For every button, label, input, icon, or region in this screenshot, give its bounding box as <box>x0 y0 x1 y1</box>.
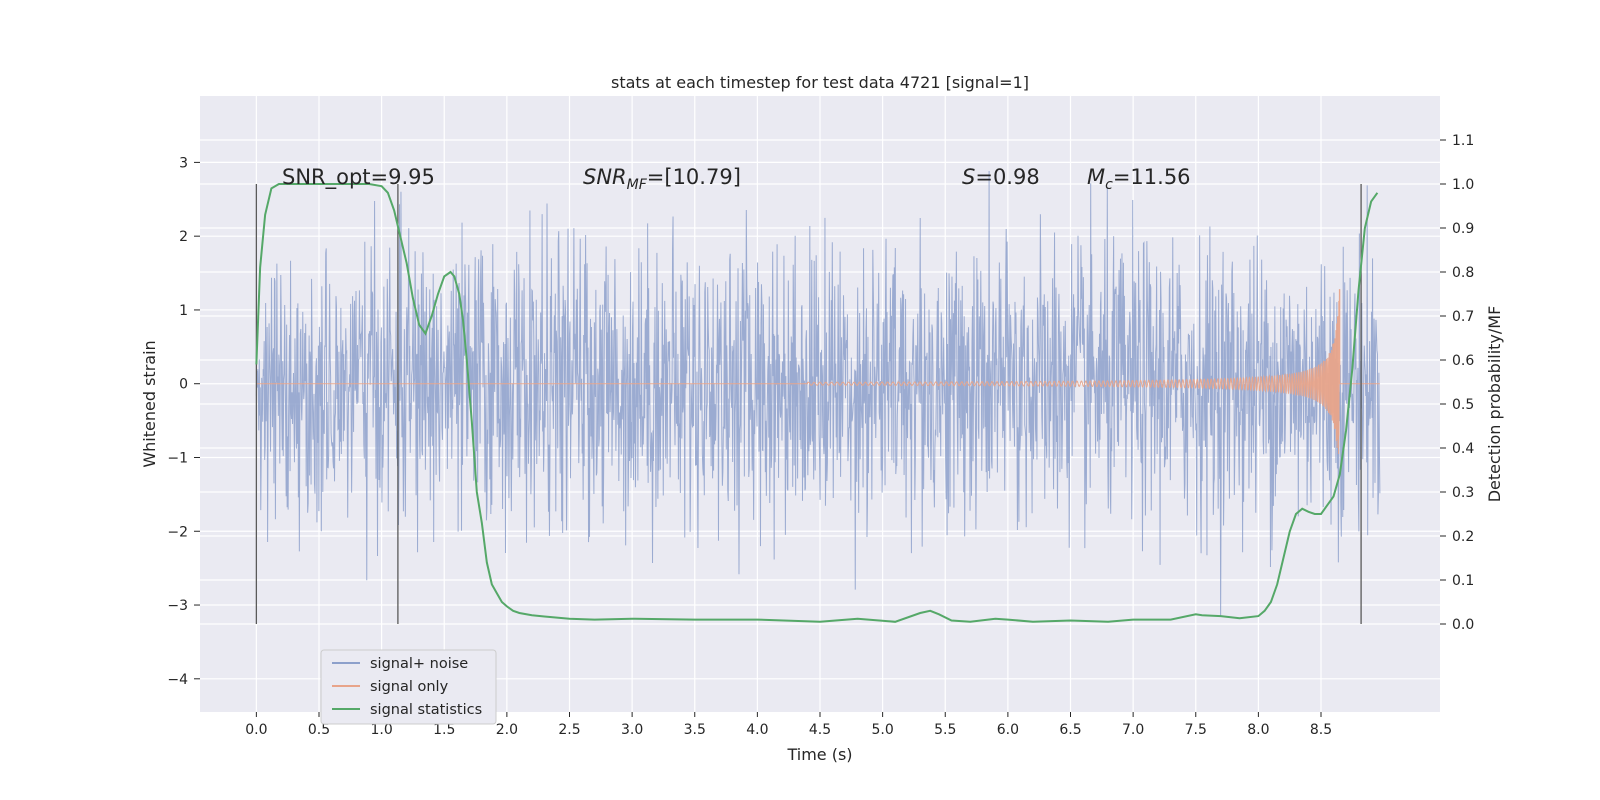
y-right-tick-label: 1.0 <box>1452 177 1474 193</box>
x-tick-label: 1.5 <box>433 722 455 738</box>
y-right-tick-label: 0.5 <box>1452 397 1474 413</box>
x-tick-label: 4.5 <box>809 722 831 738</box>
y-right-tick-label: 0.0 <box>1452 617 1474 633</box>
x-axis-label: Time (s) <box>786 745 852 764</box>
x-tick-label: 2.5 <box>558 722 580 738</box>
signal-noise-line <box>255 171 1381 617</box>
legend: signal+ noise signal only signal statist… <box>320 649 497 725</box>
x-tick-label: 6.0 <box>997 722 1019 738</box>
legend-box <box>320 649 497 725</box>
mc-value: =11.56 <box>1113 165 1191 189</box>
x-tick-label: 8.5 <box>1310 722 1332 738</box>
mc-label: M <box>1087 165 1105 189</box>
annotation-snr-mf: SNRMF=[10.79] <box>583 165 741 193</box>
y-right-tick-label: 1.1 <box>1452 133 1474 149</box>
x-tick-label: 4.0 <box>746 722 768 738</box>
y-right-tick-label: 0.4 <box>1452 441 1474 457</box>
y-left-axis-label: Whitened strain <box>140 340 159 467</box>
y-left-tick-label: 0 <box>179 377 188 393</box>
y-right-tick-label: 0.7 <box>1452 309 1474 325</box>
annotation-snr-opt: SNR_opt=9.95 <box>282 165 435 190</box>
y-right-tick-label: 0.3 <box>1452 485 1474 501</box>
y-left-tick-label: 1 <box>179 303 188 319</box>
y-left-tick-label: −2 <box>167 524 188 540</box>
x-tick-labels: 0.0 0.5 1.0 1.5 2.0 2.5 3.0 3.5 4.0 4.5 5.0 5.5 6.0 6… <box>245 712 1332 738</box>
y-right-tick-label: 0.9 <box>1452 221 1474 237</box>
series-signal-only <box>256 289 1380 455</box>
signal-statistics-line <box>255 183 1379 623</box>
y-left-tick-label: −3 <box>167 598 188 614</box>
x-tick-label: 1.0 <box>370 722 392 738</box>
snr-mf-label: SNR <box>583 165 627 189</box>
x-tick-label: 6.5 <box>1059 722 1081 738</box>
y-right-tick-label: 0.8 <box>1452 265 1474 281</box>
snr-mf-subscript: MF <box>627 177 648 193</box>
annotation-mc: Mc=11.56 <box>1087 165 1191 193</box>
snr-mf-value: =[10.79] <box>647 165 741 189</box>
y-left-tick-labels: −4 −3 −2 −1 0 1 2 3 <box>167 155 200 688</box>
y-left-tick-label: −4 <box>167 672 188 688</box>
y-right-tick-label: 0.1 <box>1452 573 1474 589</box>
x-tick-label: 7.0 <box>1122 722 1144 738</box>
legend-label-signal-noise: signal+ noise <box>370 656 468 672</box>
x-tick-label: 3.0 <box>621 722 643 738</box>
series-signal-statistics <box>255 183 1379 623</box>
y-left-tick-label: 3 <box>179 155 188 171</box>
x-tick-label: 7.5 <box>1185 722 1207 738</box>
y-right-axis-label: Detection probability/MF <box>1485 306 1504 503</box>
annotation-s: S=0.98 <box>962 165 1040 189</box>
chart-title: stats at each timestep for test data 472… <box>611 73 1029 92</box>
x-tick-label: 2.0 <box>496 722 518 738</box>
x-tick-label: 5.0 <box>871 722 893 738</box>
x-tick-label: 0.5 <box>308 722 330 738</box>
y-right-tick-labels: 0.0 0.1 0.2 0.3 0.4 0.5 0.6 0.7 0.8 0.9 1.0 1.1 <box>1440 133 1474 633</box>
y-right-tick-label: 0.2 <box>1452 529 1474 545</box>
s-value: =0.98 <box>975 165 1039 189</box>
legend-label-signal-statistics: signal statistics <box>370 702 482 718</box>
legend-label-signal-only: signal only <box>370 679 449 695</box>
series-signal-noise <box>255 171 1381 617</box>
x-tick-label: 0.0 <box>245 722 267 738</box>
s-label: S <box>962 165 975 189</box>
y-right-tick-label: 0.6 <box>1452 353 1474 369</box>
signal-only-line <box>256 289 1380 455</box>
x-tick-label: 8.0 <box>1247 722 1269 738</box>
x-tick-label: 3.5 <box>684 722 706 738</box>
y-left-tick-label: 2 <box>179 229 188 245</box>
x-tick-label: 5.5 <box>934 722 956 738</box>
mc-subscript: c <box>1105 177 1113 193</box>
y-left-tick-label: −1 <box>167 450 188 466</box>
